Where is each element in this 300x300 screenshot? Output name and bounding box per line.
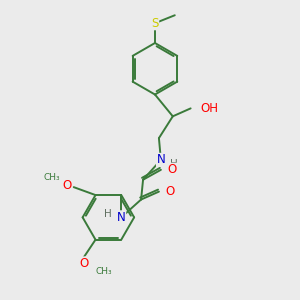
Text: CH₃: CH₃ <box>43 173 60 182</box>
Text: H: H <box>170 159 178 169</box>
Text: O: O <box>62 179 72 192</box>
Text: N: N <box>117 211 126 224</box>
Text: O: O <box>166 185 175 198</box>
Text: S: S <box>151 17 159 30</box>
Text: H: H <box>103 209 111 219</box>
Text: CH₃: CH₃ <box>95 267 112 276</box>
Text: O: O <box>79 257 88 270</box>
Text: O: O <box>168 163 177 176</box>
Text: N: N <box>157 153 165 167</box>
Text: OH: OH <box>200 102 218 115</box>
